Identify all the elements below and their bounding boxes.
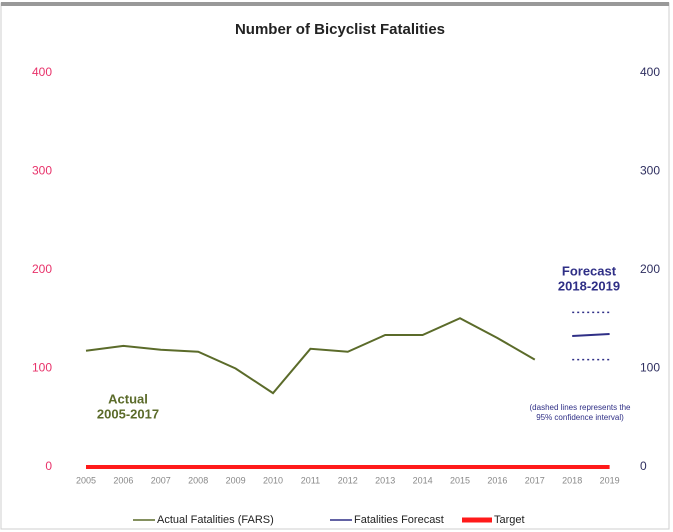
x-tick-label: 2008 — [188, 475, 208, 485]
legend-label: Fatalities Forecast — [354, 514, 444, 526]
x-tick-label: 2012 — [338, 475, 358, 485]
y2-tick-label: 0 — [640, 459, 647, 473]
x-tick-label: 2014 — [413, 475, 433, 485]
annotation: (dashed lines represents the — [530, 403, 632, 412]
annotation: 2005-2017 — [97, 406, 159, 421]
y-tick-label: 300 — [32, 164, 52, 178]
chart-title: Number of Bicyclist Fatalities — [235, 21, 445, 38]
legend-label: Target — [494, 514, 525, 526]
series-line — [85, 317, 536, 395]
x-tick-label: 2017 — [525, 475, 545, 485]
y2-tick-label: 400 — [640, 65, 660, 79]
x-tick-label: 2011 — [301, 475, 320, 485]
x-tick-label: 2005 — [76, 475, 96, 485]
annotation: Actual — [108, 391, 148, 406]
x-tick-label: 2007 — [151, 475, 171, 485]
x-tick-label: 2009 — [226, 475, 246, 485]
y-tick-label: 200 — [32, 262, 52, 276]
annotation: Forecast — [562, 263, 617, 278]
annotation: 95% confidence interval) — [536, 413, 624, 422]
x-tick-label: 2016 — [487, 475, 507, 485]
x-tick-label: 2013 — [375, 475, 395, 485]
y2-tick-label: 100 — [640, 361, 660, 375]
y-tick-label: 400 — [32, 65, 52, 79]
x-tick-label: 2019 — [600, 475, 620, 485]
legend-label: Actual Fatalities (FARS) — [157, 514, 274, 526]
series-line — [572, 333, 610, 337]
y-tick-label: 0 — [45, 459, 52, 473]
x-tick-label: 2006 — [113, 475, 133, 485]
y2-tick-label: 200 — [640, 262, 660, 276]
x-tick-label: 2015 — [450, 475, 470, 485]
y2-tick-label: 300 — [640, 164, 660, 178]
y-tick-label: 100 — [32, 361, 52, 375]
x-tick-label: 2010 — [263, 475, 283, 485]
annotation: 2018-2019 — [558, 278, 620, 293]
x-tick-label: 2018 — [562, 475, 582, 485]
